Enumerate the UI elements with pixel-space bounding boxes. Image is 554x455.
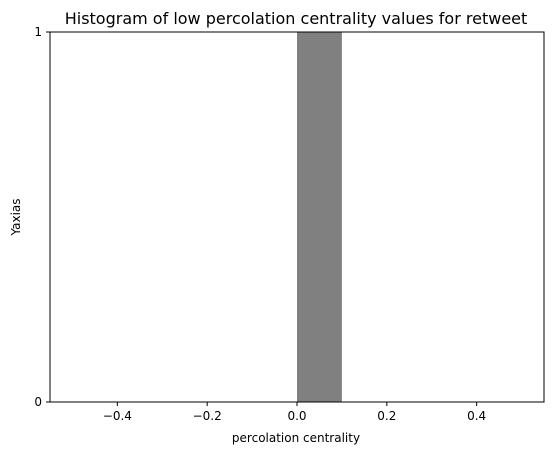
x-tick-label: 0.2 bbox=[377, 409, 396, 423]
x-tick-label: −0.2 bbox=[193, 409, 222, 423]
ticks-layer: −0.4 −0.2 0.0 0.2 0.4 0 1 bbox=[34, 25, 486, 423]
y-axis-label: Yaxias bbox=[9, 198, 23, 236]
x-tick-label: 0.0 bbox=[287, 409, 306, 423]
x-tick-label: −0.4 bbox=[103, 409, 132, 423]
x-tick-label: 0.4 bbox=[467, 409, 486, 423]
histogram-bar-0 bbox=[297, 32, 342, 402]
bars-layer bbox=[297, 32, 342, 402]
y-tick-label: 1 bbox=[34, 25, 42, 39]
plot-frame bbox=[49, 31, 545, 403]
y-tick-label: 0 bbox=[34, 395, 42, 409]
x-axis-label: percolation centrality bbox=[232, 431, 360, 445]
chart-title: Histogram of low percolation centrality … bbox=[65, 9, 528, 28]
